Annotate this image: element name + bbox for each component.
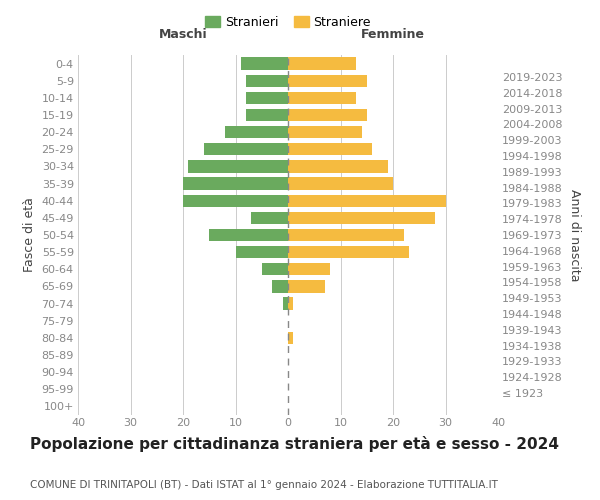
Bar bbox=[262, 263, 288, 276]
Bar bbox=[246, 109, 288, 121]
Bar bbox=[288, 126, 361, 138]
Bar bbox=[251, 212, 288, 224]
Text: COMUNE DI TRINITAPOLI (BT) - Dati ISTAT al 1° gennaio 2024 - Elaborazione TUTTIT: COMUNE DI TRINITAPOLI (BT) - Dati ISTAT … bbox=[30, 480, 498, 490]
Bar bbox=[209, 229, 288, 241]
Bar bbox=[288, 178, 393, 190]
Bar bbox=[288, 194, 445, 207]
Bar bbox=[288, 74, 367, 87]
Bar bbox=[288, 332, 293, 344]
Bar bbox=[183, 178, 288, 190]
Bar bbox=[241, 58, 288, 70]
Bar bbox=[288, 109, 367, 121]
Bar bbox=[204, 143, 288, 156]
Bar bbox=[288, 143, 372, 156]
Bar bbox=[288, 92, 356, 104]
Text: Maschi: Maschi bbox=[158, 28, 208, 42]
Bar bbox=[288, 298, 293, 310]
Bar bbox=[235, 246, 288, 258]
Bar bbox=[288, 263, 330, 276]
Y-axis label: Anni di nascita: Anni di nascita bbox=[568, 188, 581, 281]
Bar bbox=[288, 58, 356, 70]
Bar bbox=[188, 160, 288, 172]
Y-axis label: Fasce di età: Fasce di età bbox=[23, 198, 36, 272]
Bar bbox=[283, 298, 288, 310]
Bar bbox=[246, 74, 288, 87]
Text: Popolazione per cittadinanza straniera per età e sesso - 2024: Popolazione per cittadinanza straniera p… bbox=[30, 436, 559, 452]
Bar bbox=[225, 126, 288, 138]
Bar bbox=[288, 212, 435, 224]
Bar bbox=[272, 280, 288, 292]
Bar bbox=[288, 246, 409, 258]
Bar bbox=[246, 92, 288, 104]
Legend: Stranieri, Straniere: Stranieri, Straniere bbox=[200, 11, 376, 34]
Bar bbox=[288, 280, 325, 292]
Bar bbox=[288, 229, 404, 241]
Bar bbox=[288, 160, 388, 172]
Bar bbox=[183, 194, 288, 207]
Text: Femmine: Femmine bbox=[361, 28, 425, 42]
